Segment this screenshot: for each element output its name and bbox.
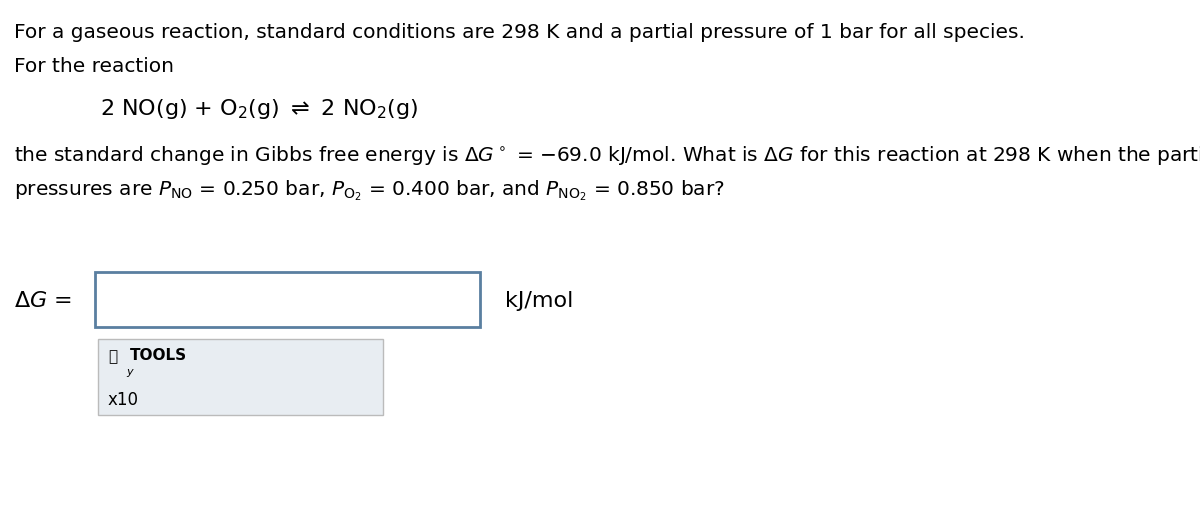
Text: TOOLS: TOOLS bbox=[130, 347, 187, 363]
Text: 2 NO(g) + O$_2$(g) $\rightleftharpoons$ 2 NO$_2$(g): 2 NO(g) + O$_2$(g) $\rightleftharpoons$ … bbox=[100, 97, 419, 121]
Text: y: y bbox=[126, 367, 133, 377]
Text: pressures are $P_{\mathrm{NO}}$ = 0.250 bar, $P_{\mathrm{O_2}}$ = 0.400 bar, and: pressures are $P_{\mathrm{NO}}$ = 0.250 … bbox=[14, 178, 725, 203]
FancyBboxPatch shape bbox=[95, 272, 480, 327]
Text: kJ/mol: kJ/mol bbox=[505, 291, 574, 311]
Text: $\Delta G$ =: $\Delta G$ = bbox=[14, 291, 72, 311]
Text: the standard change in Gibbs free energy is $\Delta G^\circ$ = −69.0 kJ/mol. Wha: the standard change in Gibbs free energy… bbox=[14, 144, 1200, 167]
Text: For a gaseous reaction, standard conditions are 298 K and a partial pressure of : For a gaseous reaction, standard conditi… bbox=[14, 23, 1025, 42]
Text: For the reaction: For the reaction bbox=[14, 57, 174, 76]
FancyBboxPatch shape bbox=[98, 339, 383, 415]
Text: 🔧: 🔧 bbox=[108, 349, 118, 365]
Text: x10: x10 bbox=[108, 391, 139, 409]
